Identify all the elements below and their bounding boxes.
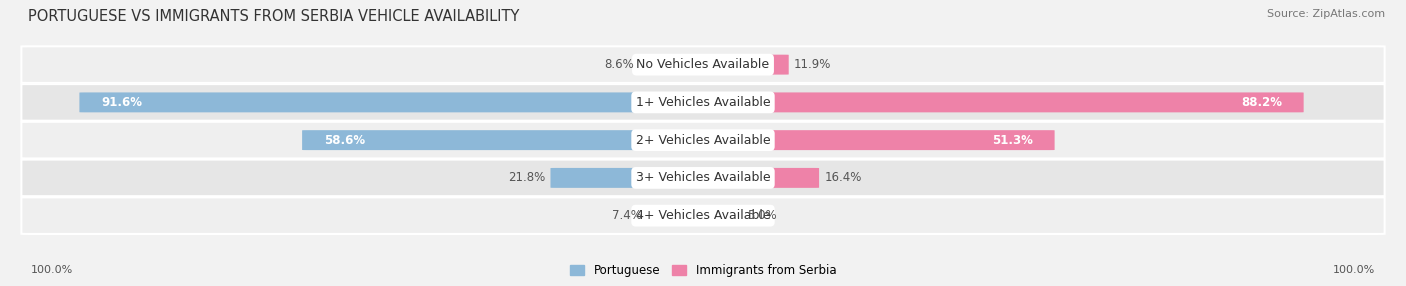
Text: 100.0%: 100.0% <box>1333 265 1375 275</box>
Text: 51.3%: 51.3% <box>993 134 1033 147</box>
FancyBboxPatch shape <box>21 160 1385 196</box>
Text: 58.6%: 58.6% <box>323 134 364 147</box>
Text: 1+ Vehicles Available: 1+ Vehicles Available <box>636 96 770 109</box>
Text: 4+ Vehicles Available: 4+ Vehicles Available <box>636 209 770 222</box>
Text: 21.8%: 21.8% <box>508 171 546 184</box>
Text: 5.0%: 5.0% <box>748 209 778 222</box>
FancyBboxPatch shape <box>640 55 709 75</box>
Text: 100.0%: 100.0% <box>31 265 73 275</box>
FancyBboxPatch shape <box>697 55 789 75</box>
FancyBboxPatch shape <box>648 206 709 226</box>
Text: No Vehicles Available: No Vehicles Available <box>637 58 769 71</box>
FancyBboxPatch shape <box>21 122 1385 158</box>
FancyBboxPatch shape <box>697 206 742 226</box>
FancyBboxPatch shape <box>697 130 1054 150</box>
FancyBboxPatch shape <box>697 92 1303 112</box>
Text: 8.6%: 8.6% <box>605 58 634 71</box>
Text: PORTUGUESE VS IMMIGRANTS FROM SERBIA VEHICLE AVAILABILITY: PORTUGUESE VS IMMIGRANTS FROM SERBIA VEH… <box>28 9 519 23</box>
Text: 2+ Vehicles Available: 2+ Vehicles Available <box>636 134 770 147</box>
Text: Source: ZipAtlas.com: Source: ZipAtlas.com <box>1267 9 1385 19</box>
Legend: Portuguese, Immigrants from Serbia: Portuguese, Immigrants from Serbia <box>565 259 841 281</box>
FancyBboxPatch shape <box>21 197 1385 234</box>
Text: 3+ Vehicles Available: 3+ Vehicles Available <box>636 171 770 184</box>
Text: 91.6%: 91.6% <box>101 96 142 109</box>
FancyBboxPatch shape <box>302 130 709 150</box>
FancyBboxPatch shape <box>79 92 709 112</box>
Text: 11.9%: 11.9% <box>794 58 831 71</box>
FancyBboxPatch shape <box>551 168 709 188</box>
Text: 16.4%: 16.4% <box>824 171 862 184</box>
FancyBboxPatch shape <box>21 46 1385 83</box>
FancyBboxPatch shape <box>697 168 820 188</box>
FancyBboxPatch shape <box>21 84 1385 121</box>
Text: 88.2%: 88.2% <box>1241 96 1282 109</box>
Text: 7.4%: 7.4% <box>613 209 643 222</box>
